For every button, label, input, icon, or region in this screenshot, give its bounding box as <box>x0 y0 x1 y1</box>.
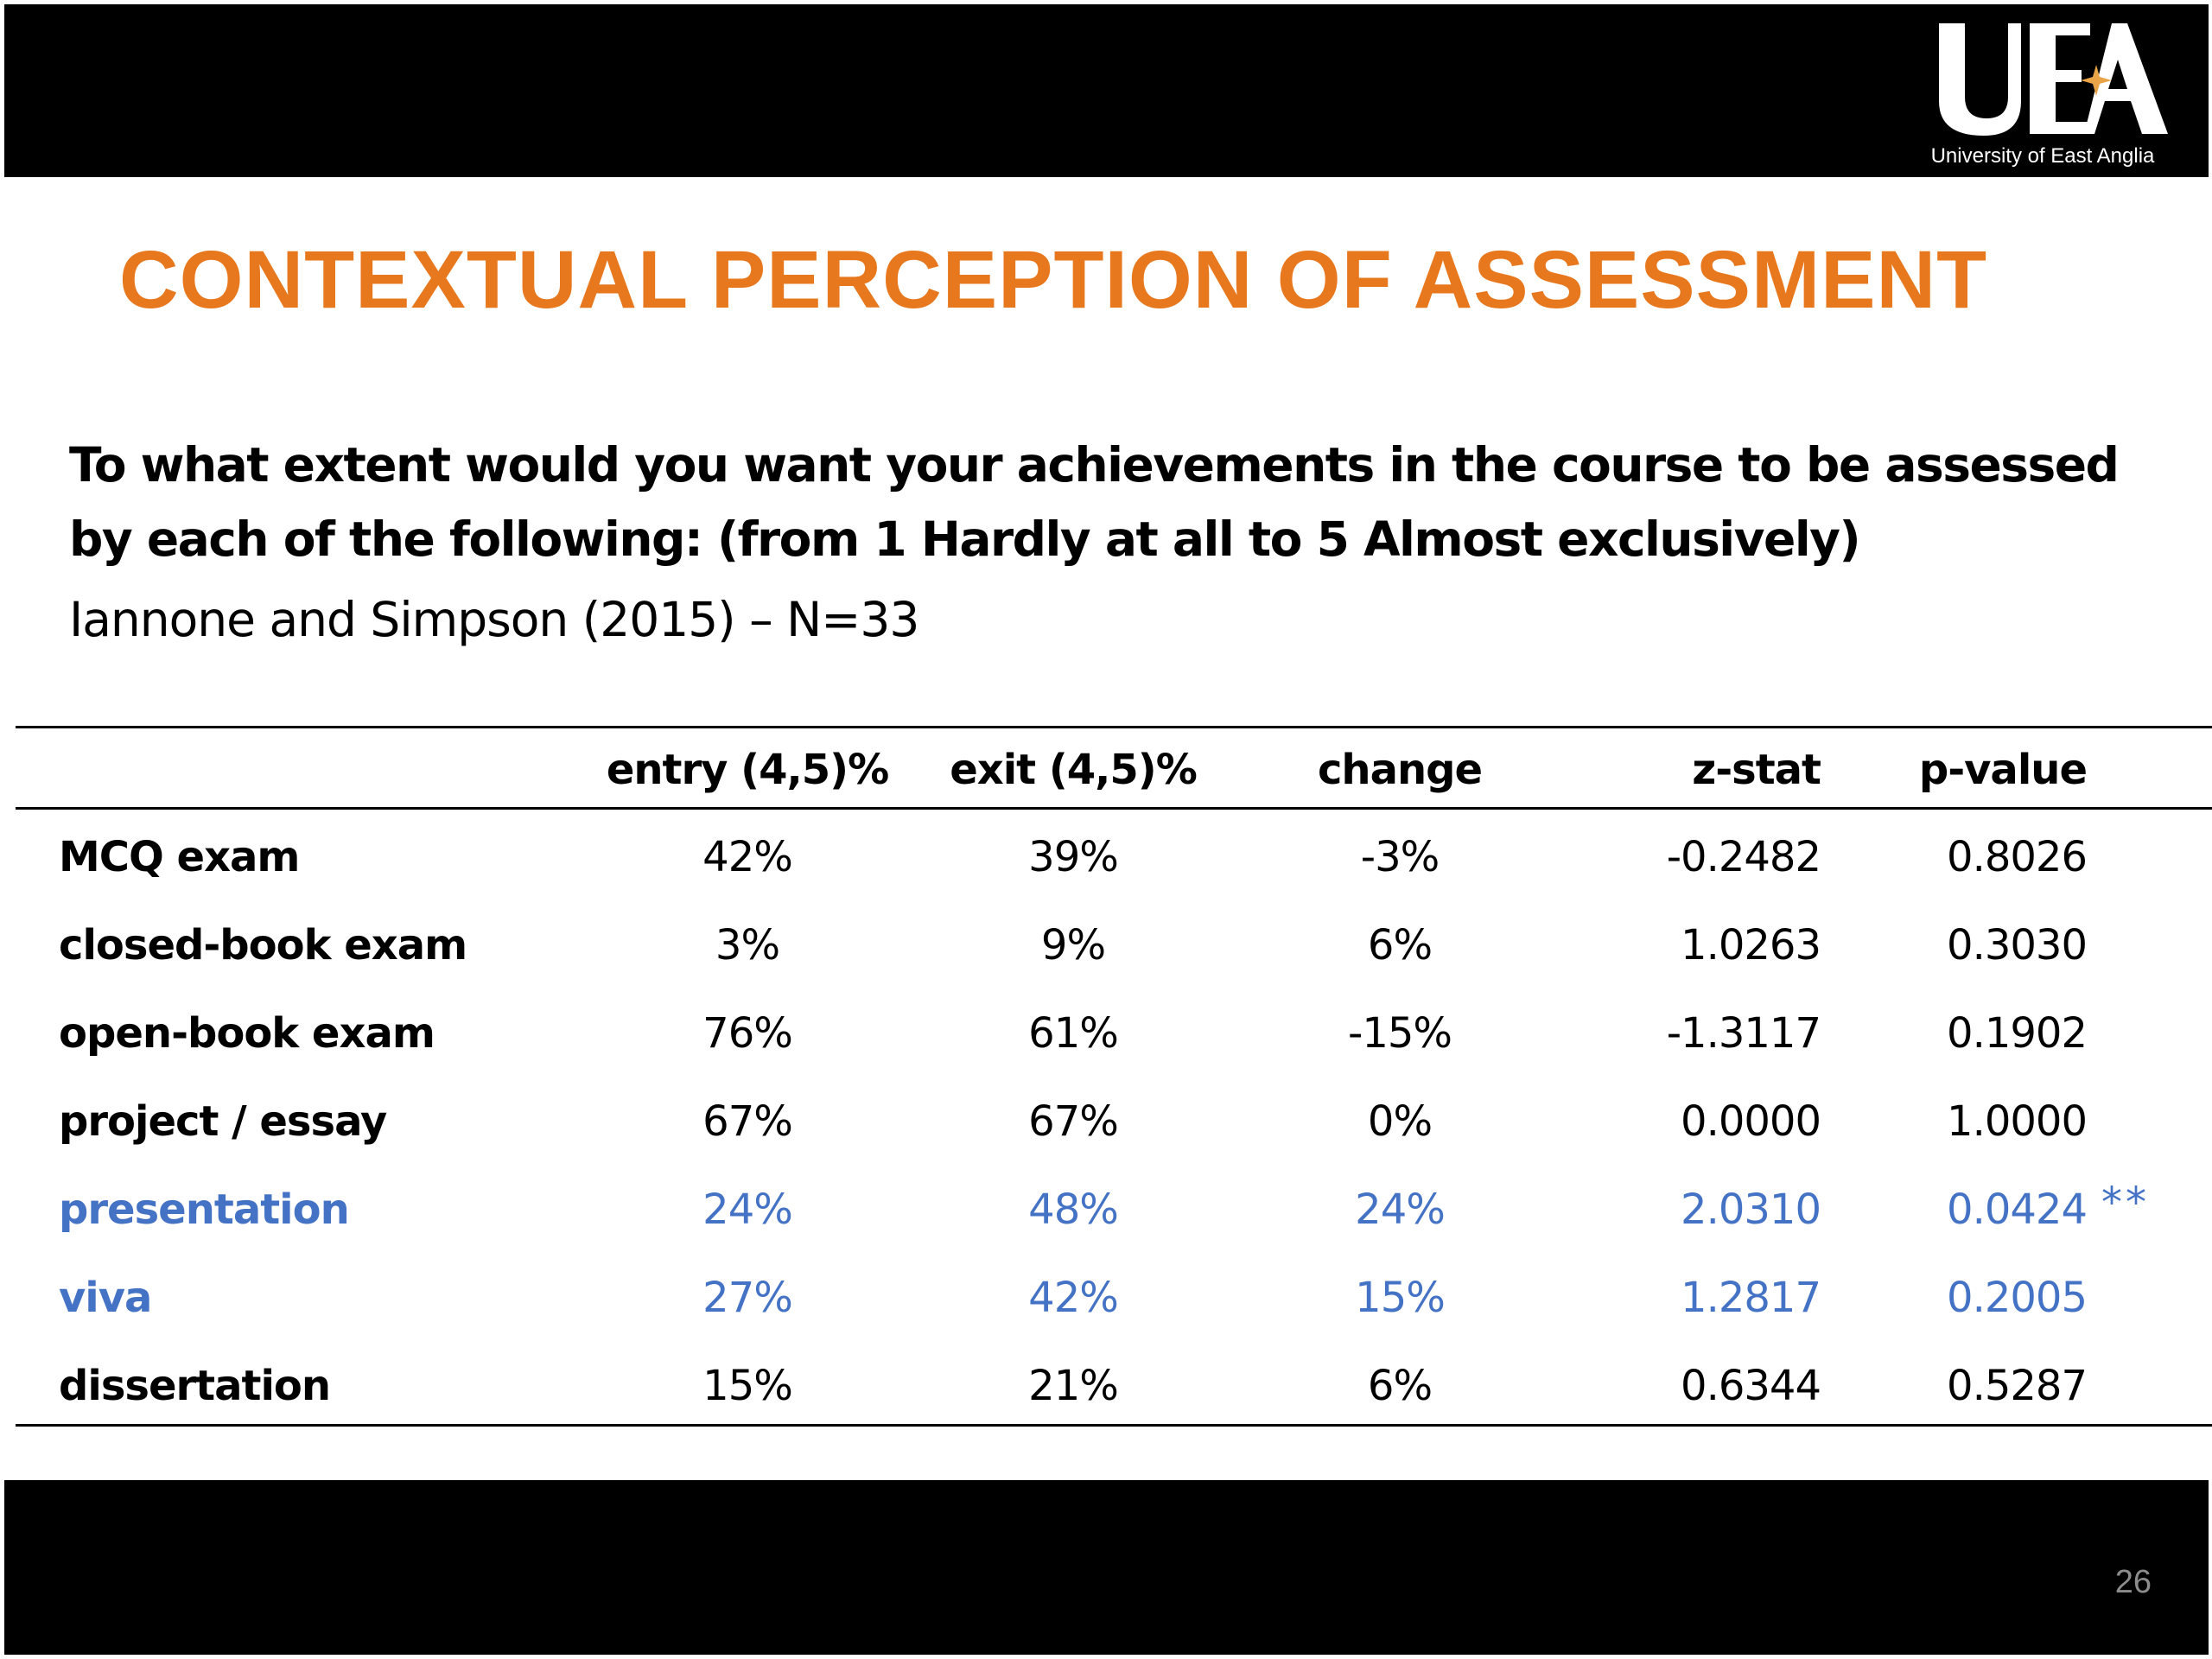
cell-z-stat: 2.0310 <box>1681 1185 1821 1234</box>
significance-marker: ** <box>2101 1179 2150 1227</box>
column-header-entry: entry (4,5)% <box>606 746 889 794</box>
column-header-exit: exit (4,5)% <box>950 746 1198 794</box>
table-bottom-rule <box>16 1424 2212 1427</box>
cell-change: 6% <box>1367 1362 1433 1410</box>
cell-entry: 15% <box>702 1362 793 1410</box>
row-label: dissertation <box>59 1362 331 1410</box>
cell-change: 15% <box>1355 1274 1446 1322</box>
cell-entry: 27% <box>702 1274 793 1322</box>
row-label: closed-book exam <box>59 921 467 969</box>
cell-entry: 3% <box>715 921 780 969</box>
cell-p-value: 0.3030 <box>1947 921 2088 969</box>
page-number: 26 <box>2114 1564 2152 1600</box>
logo-caption: University of East Anglia <box>1930 144 2155 168</box>
row-label: presentation <box>59 1185 350 1234</box>
row-label: open-book exam <box>59 1009 435 1058</box>
cell-p-value: 0.1902 <box>1947 1009 2088 1058</box>
cell-change: 6% <box>1367 921 1433 969</box>
cell-p-value: 0.5287 <box>1947 1362 2088 1410</box>
footer-bar <box>4 1480 2209 1655</box>
table-header-rule <box>16 807 2212 810</box>
cell-z-stat: 1.2817 <box>1681 1274 1821 1322</box>
cell-exit: 21% <box>1028 1362 1119 1410</box>
cell-entry: 76% <box>702 1009 793 1058</box>
cell-entry: 67% <box>702 1097 793 1146</box>
table-top-rule <box>16 726 2212 728</box>
citation: Iannone and Simpson (2015) – N=33 <box>69 592 919 647</box>
cell-change: 0% <box>1367 1097 1433 1146</box>
cell-exit: 42% <box>1028 1274 1119 1322</box>
row-label: MCQ exam <box>59 833 300 881</box>
uea-logo-mark <box>1939 23 2168 136</box>
cell-z-stat: -0.2482 <box>1666 833 1821 881</box>
uea-logo: University of East Anglia <box>1913 15 2172 175</box>
cell-exit: 39% <box>1028 833 1119 881</box>
cell-z-stat: 1.0263 <box>1681 921 1821 969</box>
header-bar: University of East Anglia <box>4 4 2209 177</box>
cell-z-stat: 0.6344 <box>1681 1362 1821 1410</box>
cell-entry: 42% <box>702 833 793 881</box>
slide-title: CONTEXTUAL PERCEPTION OF ASSESSMENT <box>119 234 1988 326</box>
cell-exit: 9% <box>1040 921 1106 969</box>
row-label: project / essay <box>59 1097 387 1146</box>
cell-p-value: 1.0000 <box>1947 1097 2088 1146</box>
column-header-z-stat: z-stat <box>1692 746 1821 794</box>
cell-change: -15% <box>1347 1009 1452 1058</box>
column-header-p-value: p-value <box>1918 746 2088 794</box>
cell-exit: 48% <box>1028 1185 1119 1234</box>
column-header-change: change <box>1317 746 1483 794</box>
survey-question: To what extent would you want your achie… <box>69 437 2120 567</box>
cell-exit: 67% <box>1028 1097 1119 1146</box>
cell-z-stat: -1.3117 <box>1666 1009 1821 1058</box>
cell-entry: 24% <box>702 1185 793 1234</box>
cell-change: -3% <box>1360 833 1440 881</box>
row-label: viva <box>59 1274 152 1322</box>
cell-z-stat: 0.0000 <box>1681 1097 1821 1146</box>
cell-change: 24% <box>1355 1185 1446 1234</box>
cell-exit: 61% <box>1028 1009 1119 1058</box>
cell-p-value: 0.0424 <box>1947 1185 2088 1234</box>
cell-p-value: 0.2005 <box>1947 1274 2088 1322</box>
cell-p-value: 0.8026 <box>1947 833 2088 881</box>
